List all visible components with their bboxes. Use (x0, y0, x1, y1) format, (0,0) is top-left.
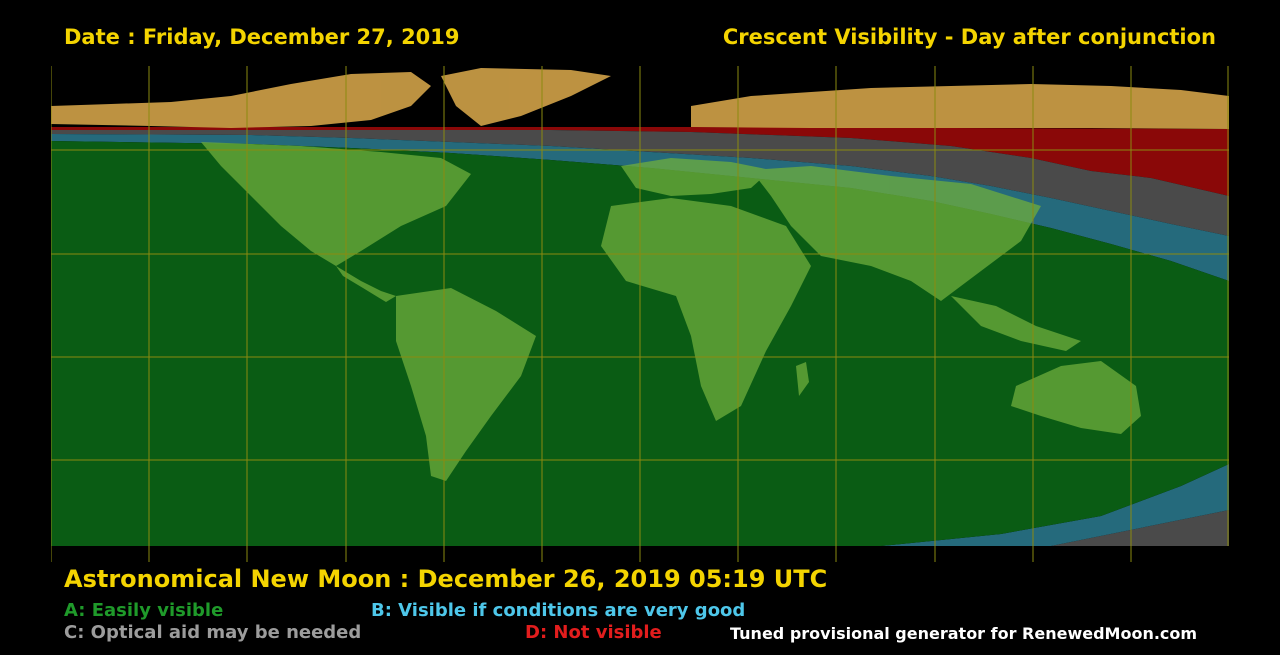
credit-text: Tuned provisional generator for RenewedM… (730, 624, 1198, 643)
australia (1011, 361, 1141, 434)
date-label: Date : Friday, December 27, 2019 (64, 25, 460, 49)
new-moon-time: Astronomical New Moon : December 26, 201… (64, 565, 828, 593)
central-america (336, 266, 396, 302)
zone-b-south (881, 464, 1229, 546)
north-america (201, 142, 471, 266)
southeast-asia (951, 296, 1081, 351)
graticule-grid (51, 66, 1229, 562)
madagascar (796, 362, 809, 396)
legend-c-optical-aid: C: Optical aid may be needed (64, 622, 362, 643)
legend-b-conditions-good: B: Visible if conditions are very good (371, 600, 746, 621)
northern-landmass-unlit (51, 68, 1229, 129)
legend-d-not-visible: D: Not visible (525, 622, 662, 643)
europe (621, 158, 771, 196)
legend-a-easily-visible: A: Easily visible (64, 600, 224, 621)
asia (751, 166, 1041, 301)
crescent-visibility-map (51, 66, 1229, 562)
south-america (396, 288, 536, 481)
map-title: Crescent Visibility - Day after conjunct… (722, 25, 1216, 49)
